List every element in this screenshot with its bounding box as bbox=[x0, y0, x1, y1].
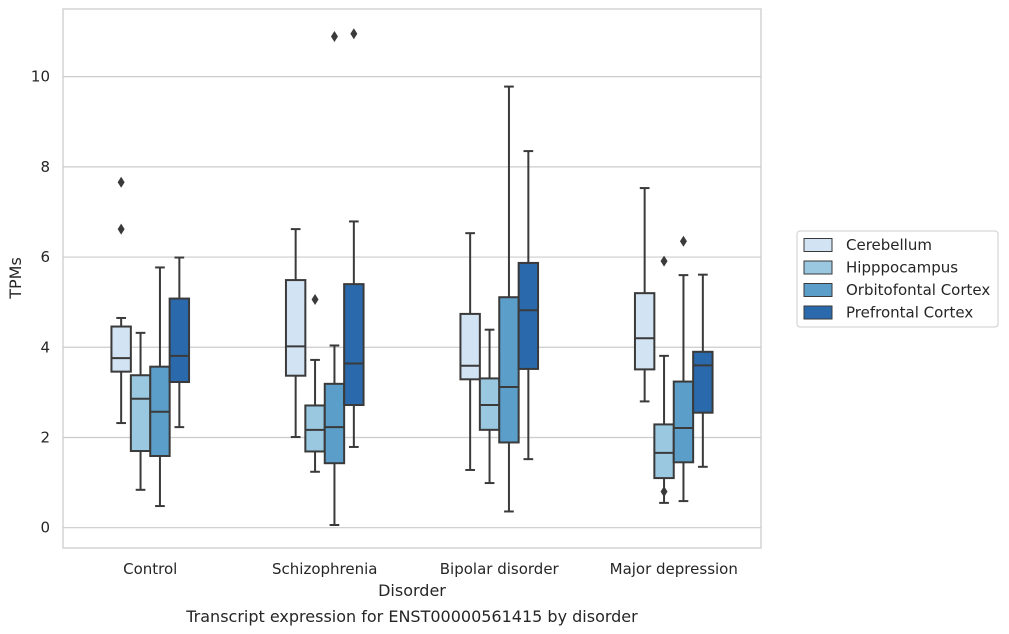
box-body bbox=[459, 312, 481, 381]
box-body bbox=[517, 261, 540, 370]
y-tick-label: 4 bbox=[40, 338, 50, 356]
box bbox=[459, 232, 481, 471]
x-tick-label: Major depression bbox=[610, 560, 738, 578]
legend-swatch bbox=[803, 260, 833, 275]
outlier-point bbox=[311, 293, 319, 305]
x-tick-label: Schizophrenia bbox=[272, 560, 377, 578]
legend-frame bbox=[796, 230, 999, 328]
y-tick-labels: 0 2 4 6 8 10 bbox=[31, 68, 50, 537]
box-body bbox=[323, 382, 346, 465]
box bbox=[149, 266, 171, 508]
y-tick-label: 2 bbox=[40, 428, 50, 446]
box bbox=[304, 293, 326, 473]
box bbox=[110, 176, 132, 425]
y-tick-label: 10 bbox=[31, 68, 50, 86]
x-tick-labels: Control Schizophrenia Bipolar disorder Majo… bbox=[123, 560, 738, 578]
box-body bbox=[168, 297, 191, 384]
box-body bbox=[498, 296, 520, 444]
x-axis-title: Disorder bbox=[378, 581, 446, 600]
outlier-point bbox=[117, 223, 125, 235]
legend-swatch bbox=[803, 305, 833, 320]
box-body bbox=[129, 374, 152, 453]
y-axis-title: TPMs bbox=[6, 257, 25, 300]
box-body bbox=[653, 423, 675, 480]
x-tick-label: Control bbox=[123, 560, 177, 578]
legend-label: Orbitofontal Cortex bbox=[846, 281, 990, 299]
boxes bbox=[110, 28, 714, 526]
outlier-point bbox=[679, 235, 687, 247]
box bbox=[478, 328, 501, 485]
legend-label: Prefrontal Cortex bbox=[846, 304, 973, 322]
plot-area-frame bbox=[62, 8, 762, 549]
legend: Cerebellum Hipppocampus Orbitofontal Corte… bbox=[796, 230, 999, 328]
box-body bbox=[343, 283, 365, 407]
box bbox=[517, 150, 540, 461]
legend-label: Cerebellum bbox=[846, 236, 932, 254]
box bbox=[284, 228, 307, 439]
outlier-point bbox=[117, 176, 125, 188]
box bbox=[343, 28, 365, 448]
box bbox=[633, 187, 656, 403]
box bbox=[498, 85, 520, 513]
box-body bbox=[633, 292, 656, 371]
y-tick-label: 6 bbox=[40, 248, 50, 266]
y-tick-label: 0 bbox=[40, 519, 50, 537]
chart-caption: Transcript expression for ENST0000056141… bbox=[185, 607, 638, 626]
box-body bbox=[304, 404, 326, 453]
outlier-point bbox=[660, 486, 668, 498]
x-tick-label: Bipolar disorder bbox=[440, 560, 560, 578]
box bbox=[129, 331, 152, 491]
box-body bbox=[284, 279, 307, 377]
outlier-point bbox=[660, 255, 668, 267]
outlier-point bbox=[330, 31, 338, 43]
box bbox=[653, 255, 675, 504]
box bbox=[323, 31, 346, 526]
box bbox=[692, 273, 714, 468]
legend-swatch bbox=[803, 283, 833, 297]
box bbox=[672, 235, 695, 503]
box-body bbox=[110, 325, 132, 373]
y-tick-label: 8 bbox=[40, 158, 50, 176]
box-body bbox=[672, 380, 695, 464]
box-body bbox=[692, 350, 714, 414]
outlier-point bbox=[350, 28, 358, 40]
box bbox=[168, 256, 191, 429]
legend-swatch bbox=[803, 238, 833, 252]
legend-label: Hipppocampus bbox=[846, 259, 958, 277]
